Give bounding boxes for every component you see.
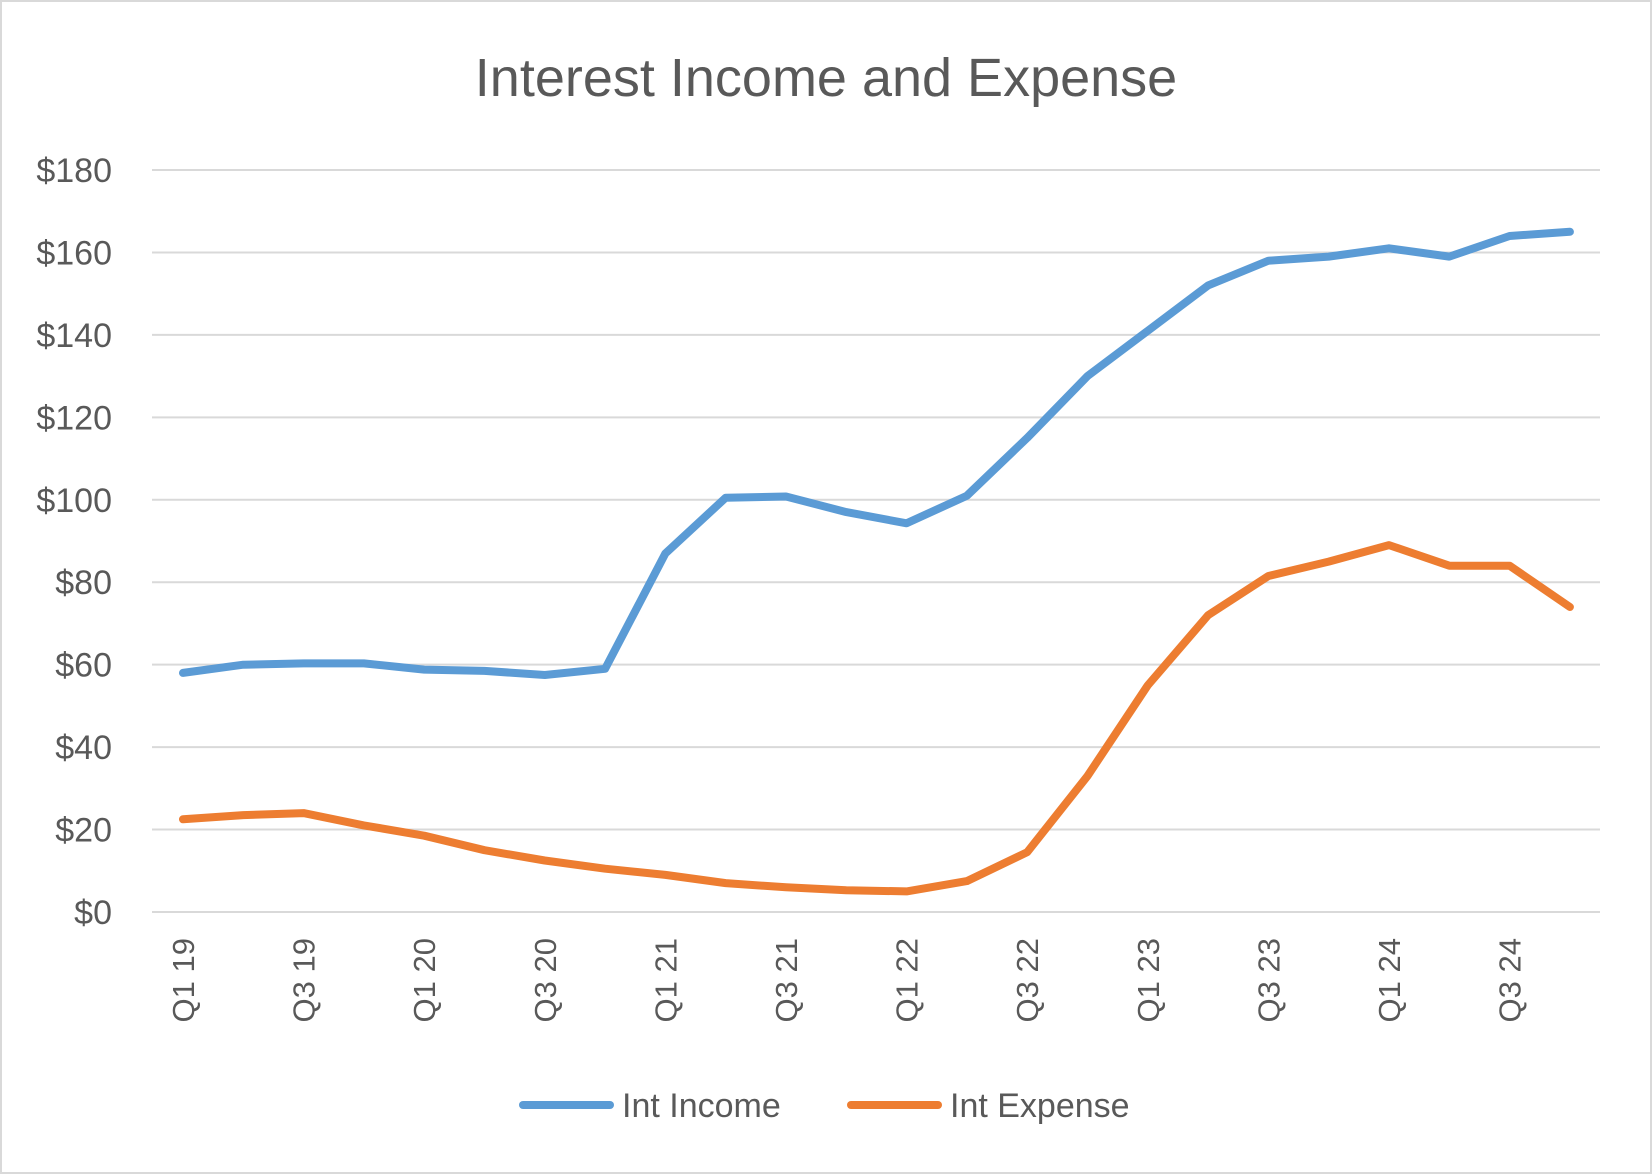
gridlines	[152, 169, 1600, 913]
x-tick-label: Q1 21	[648, 938, 683, 1022]
x-axis-ticks: Q1 19 Q3 19 Q1 20 Q3 20 Q1 21 Q3 21 Q1 22 Q3 22…	[166, 938, 1528, 1022]
legend: Int Income Int Expense	[519, 1087, 1130, 1125]
y-tick-label: $100	[36, 482, 112, 520]
legend-label-int-expense: Int Expense	[950, 1087, 1130, 1125]
y-axis-ticks: $0 $20 $40 $60 $80 $100 $120 $140 $160 $180	[36, 152, 112, 932]
x-tick-label: Q3 22	[1010, 938, 1045, 1022]
y-tick-label: $80	[55, 564, 112, 602]
series-lines	[179, 227, 1574, 896]
y-tick-label: $60	[55, 647, 112, 685]
chart-title: Interest Income and Expense	[475, 48, 1177, 108]
x-tick-label: Q3 24	[1493, 938, 1528, 1022]
x-tick-label: Q3 23	[1251, 938, 1286, 1022]
series-line-int-income	[179, 227, 1574, 679]
legend-label-int-income: Int Income	[622, 1087, 781, 1125]
y-tick-label: $40	[55, 729, 112, 767]
x-tick-label: Q1 20	[407, 938, 442, 1022]
y-tick-label: $180	[36, 152, 112, 190]
y-tick-label: $0	[74, 894, 112, 932]
y-tick-label: $160	[36, 234, 112, 272]
y-tick-label: $120	[36, 399, 112, 437]
series-line-int-expense	[179, 541, 1574, 896]
x-tick-label: Q3 19	[287, 938, 322, 1022]
y-tick-label: $20	[55, 812, 112, 850]
x-tick-label: Q1 22	[890, 938, 925, 1022]
y-tick-label: $140	[36, 317, 112, 355]
x-tick-label: Q1 24	[1372, 938, 1407, 1022]
x-tick-label: Q1 23	[1131, 938, 1166, 1022]
x-tick-label: Q1 19	[166, 938, 201, 1022]
x-tick-label: Q3 21	[769, 938, 804, 1022]
x-tick-label: Q3 20	[528, 938, 563, 1022]
